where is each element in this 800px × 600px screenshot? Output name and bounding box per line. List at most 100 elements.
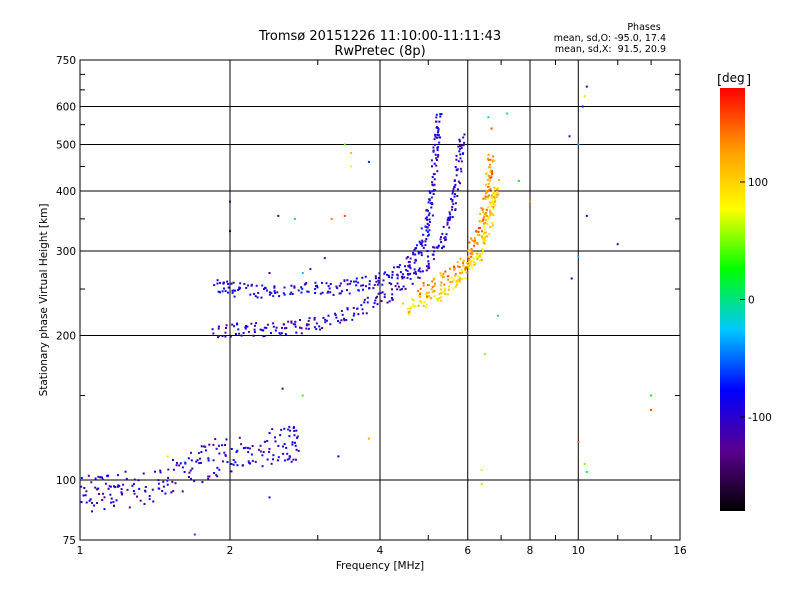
echo-point (172, 458, 174, 461)
echo-point (202, 445, 205, 448)
echo-point (485, 189, 488, 192)
echo-point (137, 479, 140, 482)
echo-point (279, 434, 282, 437)
echo-point (301, 287, 304, 290)
echo-point (484, 198, 487, 200)
echo-point (455, 174, 458, 177)
echo-point (529, 200, 531, 203)
echo-point (328, 287, 331, 290)
echo-point (484, 212, 487, 215)
echo-point (330, 217, 333, 220)
x-tick-labels: 1 2 4 6 8 10 16 (77, 545, 687, 557)
echo-point (428, 212, 431, 215)
echo-point (482, 222, 485, 225)
echo-point (187, 476, 190, 478)
echo-point (272, 295, 275, 298)
echo-point (375, 296, 378, 299)
echo-point (85, 490, 88, 493)
echo-point (253, 331, 256, 333)
echo-point (294, 320, 297, 323)
echo-point (390, 283, 393, 286)
echo-point (399, 271, 402, 274)
echo-point (438, 292, 441, 295)
echo-point (166, 455, 169, 458)
echo-point (246, 325, 249, 328)
echo-point (467, 249, 470, 252)
echo-point (212, 459, 215, 462)
echo-point (221, 290, 224, 293)
echo-point (426, 291, 429, 294)
echo-point (468, 267, 471, 270)
echo-point (401, 273, 404, 276)
echo-point (218, 468, 221, 471)
echo-point (459, 257, 462, 260)
echo-point (435, 116, 438, 119)
echo-point (293, 285, 296, 288)
echo-point (378, 281, 381, 284)
echo-point (152, 500, 155, 503)
echo-point (294, 441, 296, 444)
echo-point (230, 462, 233, 465)
echo-point (363, 298, 366, 301)
echo-point (274, 436, 276, 439)
echo-point (478, 256, 481, 259)
stats-line-x: mean, sd,X: 91.5, 20.9 (555, 44, 666, 55)
echo-point (489, 171, 492, 173)
echo-point (283, 286, 286, 289)
echo-point (283, 459, 286, 462)
echo-point (213, 472, 216, 474)
echo-point (261, 465, 264, 468)
echo-point (231, 291, 234, 294)
echo-point (448, 219, 451, 222)
echo-point (484, 353, 487, 356)
echo-point (288, 435, 291, 438)
echo-point (252, 334, 255, 337)
echo-point (467, 255, 470, 258)
echo-point (407, 264, 410, 267)
echo-point (125, 477, 128, 480)
echo-point (338, 292, 341, 295)
echo-point (144, 486, 147, 488)
colorbar-tick-label: 100 (748, 177, 768, 189)
echo-point (262, 451, 265, 454)
echo-point (379, 292, 382, 295)
echo-point (448, 211, 451, 214)
echo-point (128, 506, 131, 509)
echo-point (577, 143, 580, 146)
echo-point (493, 195, 496, 198)
echo-point (237, 288, 240, 291)
echo-point (479, 226, 481, 229)
echo-point (266, 458, 269, 461)
echo-point (464, 277, 467, 280)
echo-point (585, 470, 588, 473)
echo-point (440, 288, 442, 291)
echo-point (314, 288, 317, 290)
echo-point (428, 295, 431, 297)
echo-point (293, 286, 296, 289)
echo-point (425, 238, 428, 241)
echo-point (253, 292, 256, 295)
echo-point (466, 265, 469, 268)
echo-point (476, 242, 479, 245)
colorbar-ticks: 100 0 -100 (740, 177, 772, 424)
echo-point (334, 314, 337, 316)
echo-point (293, 434, 296, 437)
echo-point (291, 441, 294, 444)
echo-point (324, 321, 327, 324)
echo-point (219, 281, 222, 284)
echo-point (458, 140, 461, 143)
echo-point (418, 240, 421, 243)
echo-point (282, 445, 284, 448)
echo-point (272, 458, 274, 461)
echo-point (585, 85, 588, 88)
echo-point (568, 135, 571, 138)
echo-point (414, 305, 417, 307)
echo-point (215, 474, 218, 477)
echo-point (297, 449, 300, 452)
echo-point (151, 488, 154, 491)
echo-point (494, 194, 497, 197)
echo-point (366, 296, 369, 299)
echo-point (204, 449, 207, 452)
echo-point (276, 459, 279, 462)
echo-point (167, 476, 170, 479)
